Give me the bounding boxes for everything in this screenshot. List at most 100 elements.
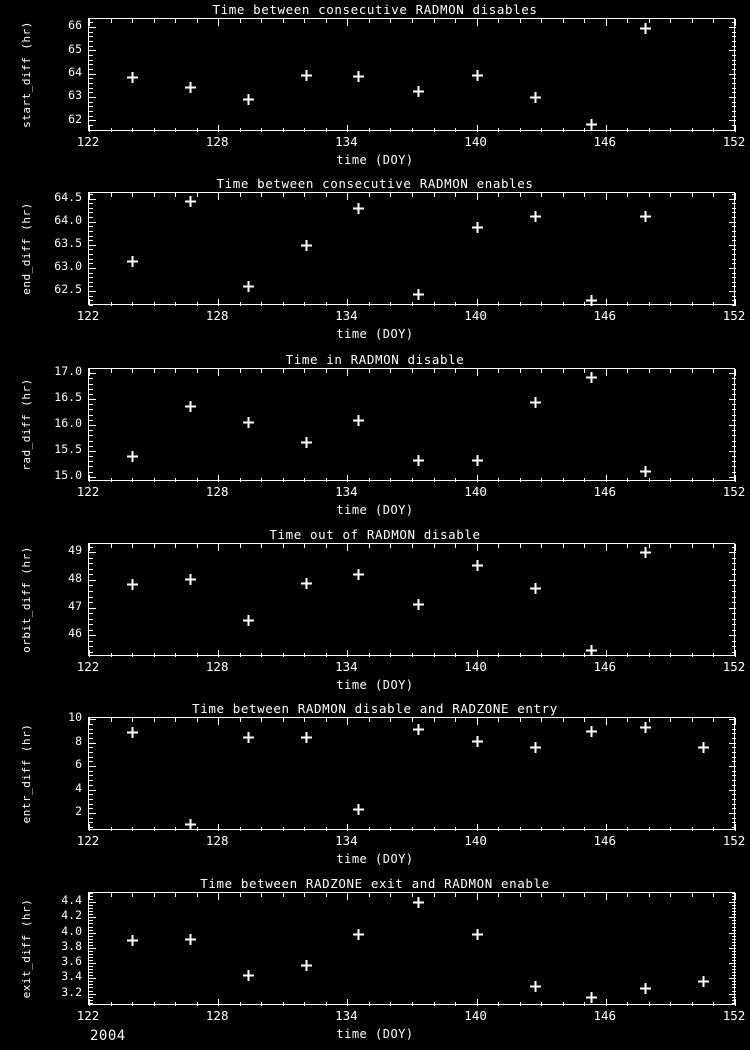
y-tick-label: 64.0: [54, 212, 82, 227]
x-tick-label: 140: [464, 1008, 487, 1023]
data-point: [413, 86, 424, 97]
data-series: [127, 23, 651, 130]
data-point: [472, 455, 483, 466]
data-point: [127, 727, 138, 738]
x-tick-label: 128: [205, 1008, 229, 1023]
data-point: [353, 415, 364, 426]
y-tick-label: 4.4: [61, 893, 82, 908]
year-label: 2004: [90, 1028, 126, 1044]
y-axis-label: exit_diff (hr): [20, 898, 33, 999]
x-axis-label: time (DOY): [336, 1027, 414, 1041]
x-tick-label: 146: [593, 484, 617, 499]
data-point: [586, 119, 597, 130]
x-tick-label: 134: [335, 833, 358, 848]
data-point: [413, 455, 424, 466]
data-point: [640, 466, 651, 477]
data-point: [301, 437, 312, 448]
data-point: [472, 70, 483, 81]
x-tick-label: 152: [722, 1008, 746, 1023]
x-tick-label: 134: [335, 134, 358, 149]
data-point: [698, 976, 709, 987]
plot-area: [88, 892, 736, 1006]
y-tick-label: 17.0: [54, 364, 82, 379]
data-point: [301, 732, 312, 743]
y-tick-label: 15.5: [54, 441, 82, 456]
x-axis-label: time (DOY): [336, 852, 414, 866]
y-tick-label: 62.5: [54, 282, 82, 297]
x-tick-label: 146: [593, 1008, 617, 1023]
panel-title: Time between RADMON disable and RADZONE …: [192, 701, 558, 716]
plot-canvas: [89, 369, 736, 482]
data-point: [243, 417, 254, 428]
data-point: [185, 934, 196, 945]
data-point: [472, 560, 483, 571]
data-point: [243, 970, 254, 981]
x-tick-label: 140: [464, 484, 487, 499]
data-point: [530, 981, 541, 992]
panel-title: Time in RADMON disable: [285, 352, 465, 367]
panel-title: Time between consecutive RADMON enables: [216, 176, 534, 191]
x-tick-label: 134: [335, 1008, 358, 1023]
y-axis-label: rad_diff (hr): [20, 378, 33, 471]
y-tick-label: 63: [68, 88, 82, 103]
x-axis-label: time (DOY): [336, 503, 414, 517]
plot-canvas: [89, 544, 736, 657]
data-point: [127, 579, 138, 590]
data-point: [301, 70, 312, 81]
data-point: [185, 196, 196, 207]
data-point: [353, 71, 364, 82]
y-tick-label: 66: [68, 18, 82, 33]
data-point: [586, 645, 597, 656]
y-tick-label: 63.0: [54, 258, 82, 273]
data-series: [127, 547, 651, 656]
data-point: [185, 82, 196, 93]
y-tick-label: 16.0: [54, 416, 82, 430]
x-tick-label: 152: [722, 833, 746, 848]
data-point: [640, 983, 651, 994]
x-axis-label: time (DOY): [336, 678, 414, 692]
data-point: [413, 897, 424, 908]
y-tick-label: 4: [75, 780, 82, 795]
x-tick-label: 134: [335, 308, 358, 323]
data-point: [640, 23, 651, 34]
y-tick-label: 47: [68, 598, 82, 613]
data-point: [301, 240, 312, 251]
x-tick-label: 146: [593, 659, 617, 674]
panel-title: Time between consecutive RADMON disables: [212, 2, 538, 17]
data-point: [185, 401, 196, 412]
data-point: [353, 569, 364, 580]
data-point: [353, 203, 364, 214]
data-point: [472, 222, 483, 233]
plot-area: [88, 368, 736, 482]
plot-area: [88, 192, 736, 306]
y-tick-label: 48: [68, 570, 82, 585]
plot-canvas: [89, 193, 736, 306]
y-tick-label: 16.5: [54, 390, 82, 405]
panel-title: Time between RADZONE exit and RADMON ena…: [200, 876, 550, 891]
x-tick-label: 134: [335, 484, 358, 499]
data-point: [530, 742, 541, 753]
data-series: [127, 897, 709, 1003]
y-tick-label: 64: [68, 64, 82, 79]
data-point: [530, 211, 541, 222]
y-tick-label: 46: [68, 626, 82, 641]
panel-title: Time out of RADMON disable: [269, 527, 481, 542]
y-tick-label: 6: [75, 757, 82, 772]
plot-canvas: [89, 893, 736, 1006]
data-point: [127, 256, 138, 267]
data-point: [243, 615, 254, 626]
data-point: [640, 211, 651, 222]
data-point: [353, 804, 364, 815]
data-point: [586, 992, 597, 1003]
x-tick-label: 128: [205, 134, 229, 149]
y-tick-label: 3.2: [61, 984, 82, 999]
y-tick-label: 63.5: [54, 235, 82, 250]
data-point: [127, 935, 138, 946]
data-point: [301, 578, 312, 589]
y-axis-label: orbit_diff (hr): [20, 546, 33, 653]
x-tick-label: 122: [76, 659, 100, 674]
data-point: [127, 72, 138, 83]
y-tick-label: 62: [68, 111, 82, 126]
x-tick-label: 140: [464, 134, 487, 149]
x-tick-label: 140: [464, 308, 487, 323]
